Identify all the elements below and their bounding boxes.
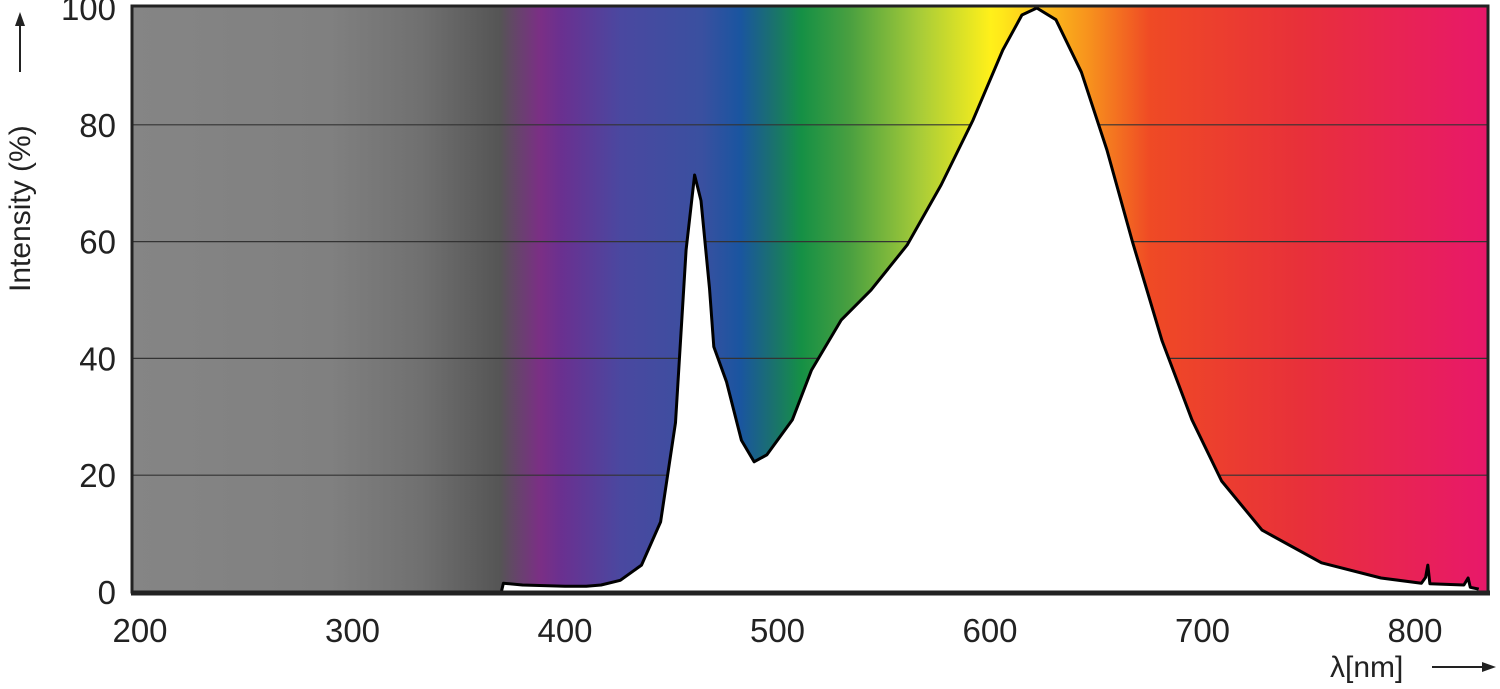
y-tick-label: 40 xyxy=(79,340,116,377)
x-axis-label: λ[nm] xyxy=(1330,651,1403,684)
x-tick-label: 200 xyxy=(112,612,167,649)
y-tick-label: 100 xyxy=(61,0,116,27)
spectrum-curve xyxy=(499,6,1480,593)
y-axis-label: Intensity (%) xyxy=(4,125,37,292)
x-tick-label: 400 xyxy=(537,612,592,649)
y-tick-label: 60 xyxy=(79,224,116,261)
x-tick-label: 500 xyxy=(750,612,805,649)
y-axis-arrow-icon xyxy=(15,12,25,72)
x-tick-label: 800 xyxy=(1387,612,1442,649)
x-axis-arrow-icon xyxy=(1432,662,1496,672)
y-tick-label: 80 xyxy=(79,107,116,144)
x-tick-label: 300 xyxy=(325,612,380,649)
x-tick-label: 600 xyxy=(962,612,1017,649)
y-tick-label: 0 xyxy=(98,574,116,611)
y-tick-label: 20 xyxy=(79,457,116,494)
x-tick-label: 700 xyxy=(1175,612,1230,649)
spectrum-area xyxy=(501,8,1479,592)
